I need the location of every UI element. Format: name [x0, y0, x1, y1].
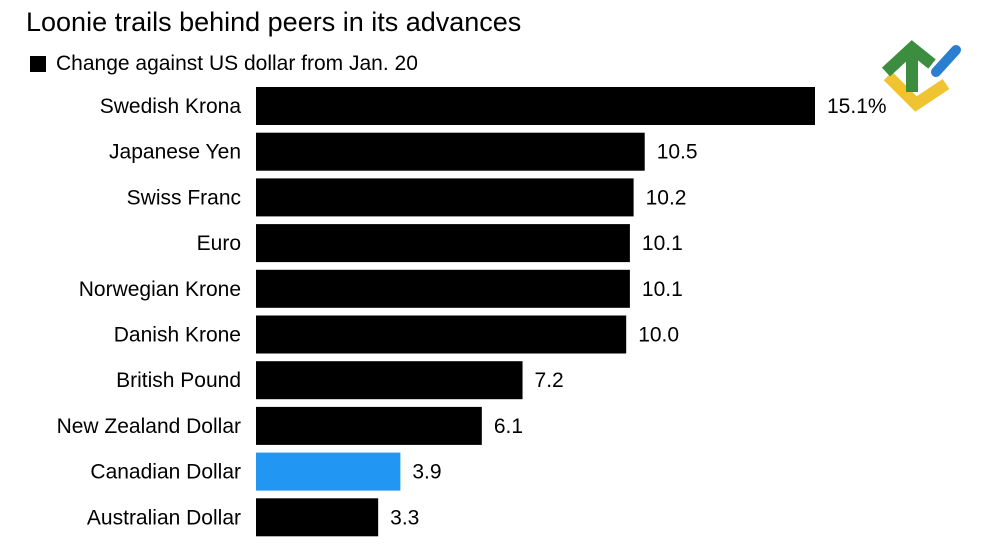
category-label: British Pound: [116, 369, 241, 392]
category-label: Danish Krone: [114, 324, 241, 347]
value-label: 3.9: [412, 461, 441, 484]
category-label: Swedish Krona: [100, 95, 242, 118]
bar-swedish-krona: [256, 87, 815, 125]
bar-swiss-franc: [256, 178, 634, 217]
bar-norwegian-krone: [256, 269, 630, 308]
category-label: Norwegian Krone: [79, 278, 241, 301]
category-label: Euro: [197, 232, 241, 255]
brand-logo-icon: [881, 40, 961, 112]
value-label: 10.5: [657, 141, 698, 164]
legend-swatch: [30, 56, 46, 72]
bar-danish-krone: [256, 315, 627, 354]
legend: Change against US dollar from Jan. 20: [30, 51, 418, 77]
bar-canadian-dollar: [256, 452, 401, 491]
value-label: 7.2: [535, 369, 564, 392]
bar-australian-dollar: [256, 498, 379, 537]
bar-euro: [256, 224, 630, 263]
bars: Swedish Krona 15.1% Japanese Yen 10.5 Swiss …: [57, 87, 887, 537]
bar-new-zealand-dollar: [256, 406, 482, 445]
value-label: 10.1: [642, 278, 683, 301]
value-label: 3.3: [390, 506, 419, 529]
chart-title: Loonie trails behind peers in its advanc…: [26, 7, 522, 37]
category-label: Canadian Dollar: [90, 461, 241, 484]
bar-japanese-yen: [256, 132, 645, 171]
legend-label: Change against US dollar from Jan. 20: [56, 52, 418, 75]
value-label: 10.2: [646, 186, 687, 209]
bar-british-pound: [256, 361, 523, 400]
category-label: Swiss Franc: [127, 186, 241, 209]
value-label: 6.1: [494, 415, 523, 438]
category-label: Australian Dollar: [87, 506, 241, 529]
value-label: 15.1%: [827, 95, 887, 118]
category-label: New Zealand Dollar: [57, 415, 241, 438]
category-label: Japanese Yen: [109, 141, 241, 164]
value-label: 10.0: [638, 324, 679, 347]
value-label: 10.1: [642, 232, 683, 255]
